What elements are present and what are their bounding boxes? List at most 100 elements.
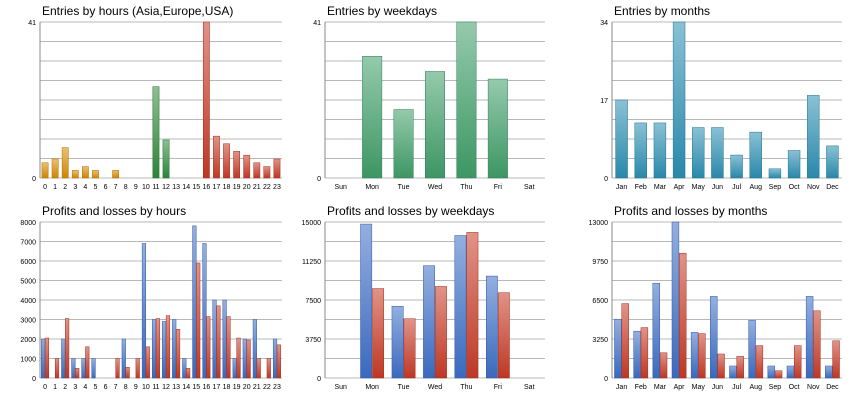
- bar: [75, 368, 80, 379]
- bar: [360, 223, 373, 379]
- x-tick-label: Feb: [635, 384, 647, 391]
- bar: [786, 365, 795, 379]
- bar: [710, 296, 718, 379]
- bar: [256, 358, 261, 379]
- x-tick-label: Fri: [494, 384, 503, 391]
- bar: [393, 109, 414, 179]
- x-tick-label: 4: [83, 184, 87, 191]
- x-tick-label: Jul: [732, 384, 741, 391]
- bar: [767, 365, 775, 379]
- bar: [698, 333, 706, 379]
- y-tick-label: 34: [600, 20, 608, 27]
- x-tick-label: 23: [273, 184, 281, 191]
- chart-entries-by-months: Entries by months 0 17 34 Jan Feb Mar Apr May Ju…: [572, 0, 855, 200]
- x-tick-label: Fri: [494, 184, 503, 191]
- bar: [736, 356, 744, 379]
- bar: [162, 139, 170, 179]
- y-tick-label: 11250: [302, 259, 321, 266]
- bar: [729, 365, 737, 379]
- x-tick-label: 16: [202, 384, 210, 391]
- bar: [71, 358, 76, 379]
- bar: [825, 365, 833, 379]
- x-tick-label: 18: [223, 184, 231, 191]
- bar: [774, 370, 783, 379]
- bar: [186, 368, 191, 379]
- bar: [192, 225, 197, 379]
- bar: [621, 303, 629, 379]
- x-tick-label: 7: [114, 184, 118, 191]
- x-tick-label: 20: [243, 184, 251, 191]
- chart-plot: 0 41 Sun Mon Tue Wed Thu Fri Sat: [313, 20, 545, 191]
- x-tick-label: 13: [172, 184, 180, 191]
- bar: [175, 329, 181, 379]
- bar: [145, 346, 150, 379]
- bar: [634, 122, 647, 179]
- x-tick-label: Sat: [524, 384, 535, 391]
- bar: [672, 21, 686, 179]
- x-tick-label: Mon: [365, 184, 379, 191]
- x-tick-label: 10: [142, 184, 150, 191]
- x-tick-label: 19: [233, 184, 241, 191]
- bar: [212, 299, 217, 379]
- x-tick-label: 13: [172, 384, 180, 391]
- bar: [236, 337, 241, 379]
- bar: [807, 95, 820, 179]
- x-tick-label: 8: [124, 184, 128, 191]
- bar: [372, 288, 385, 379]
- bar: [711, 127, 724, 179]
- bar: [196, 262, 201, 379]
- bar: [717, 353, 725, 379]
- bar: [466, 232, 479, 379]
- bar: [252, 319, 257, 379]
- x-tick-label: 21: [253, 184, 261, 191]
- x-tick-label: May: [692, 384, 706, 391]
- y-tick-label: 1000: [20, 357, 36, 364]
- y-tick-label: 0: [317, 376, 321, 383]
- x-tick-label: 9: [134, 384, 138, 391]
- x-tick-label: Jul: [732, 184, 741, 191]
- bar: [135, 358, 140, 379]
- bar: [206, 316, 211, 379]
- x-tick-label: Oct: [789, 184, 800, 191]
- bar: [276, 344, 281, 379]
- x-tick-label: 23: [273, 384, 281, 391]
- y-tick-label: 2000: [20, 337, 36, 344]
- y-tick-label: 8000: [20, 220, 36, 227]
- bar: [615, 99, 628, 179]
- bar: [65, 318, 70, 379]
- y-tick-label: 3000: [20, 318, 36, 325]
- bar: [435, 286, 447, 379]
- bar: [226, 316, 231, 379]
- bar: [749, 131, 762, 179]
- bar: [805, 296, 814, 379]
- x-tick-label: Thu: [460, 184, 472, 191]
- bar: [155, 318, 160, 379]
- bar: [41, 338, 46, 379]
- bar: [273, 158, 281, 179]
- y-tick-label: 3250: [592, 337, 608, 344]
- x-tick-label: Mon: [365, 384, 379, 391]
- chart-title: Entries by weekdays: [327, 4, 438, 18]
- y-tick-label: 0: [32, 176, 36, 183]
- bar: [243, 154, 251, 179]
- y-tick-label: 5000: [20, 279, 36, 286]
- bar: [223, 143, 230, 179]
- x-tick-label: 12: [162, 384, 170, 391]
- y-tick-label: 41: [28, 20, 36, 27]
- bar: [202, 21, 210, 179]
- x-tick-label: Sun: [334, 384, 347, 391]
- x-tick-label: 14: [182, 384, 190, 391]
- x-tick-label: Wed: [428, 184, 442, 191]
- bar: [246, 339, 251, 379]
- x-tick-label: 11: [152, 384, 159, 391]
- bar: [692, 127, 705, 179]
- x-tick-label: 18: [223, 384, 231, 391]
- bar: [454, 235, 467, 379]
- x-tick-label: 2: [63, 384, 67, 391]
- bar: [485, 275, 498, 379]
- bar: [633, 330, 641, 379]
- x-tick-label: Apr: [674, 384, 686, 391]
- chart-plot: 0 3250 6500 9750 13000 Jan Feb Mar Apr May Jun Jul A…: [589, 220, 842, 391]
- chart-entries-by-weekdays: Entries by weekdays 0 41 Sun Mon Tue Wed Thu Fr…: [285, 0, 568, 200]
- y-tick-label: 0: [32, 376, 36, 383]
